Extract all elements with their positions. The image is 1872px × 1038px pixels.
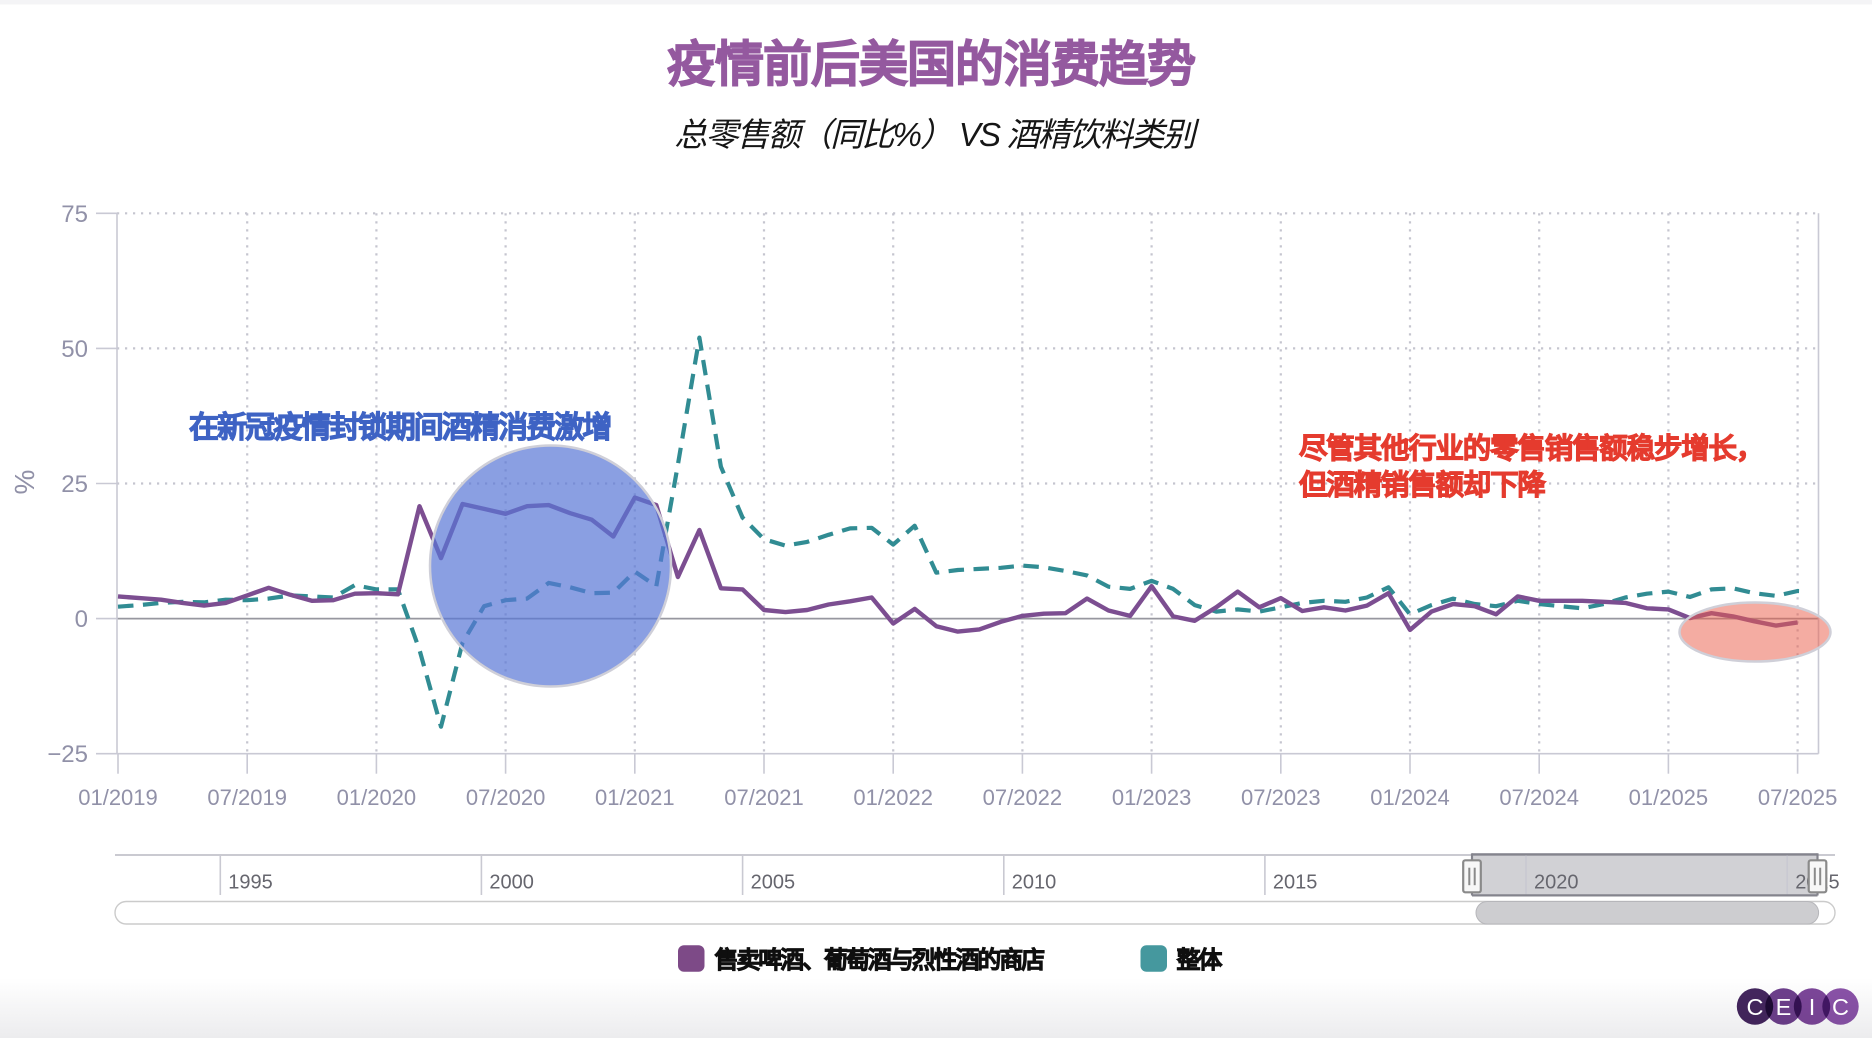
svg-text:I: I: [1809, 994, 1816, 1020]
svg-text:01/2024: 01/2024: [1370, 785, 1450, 810]
svg-text:01/2019: 01/2019: [78, 785, 158, 810]
svg-text:2010: 2010: [1012, 872, 1057, 894]
svg-text:01/2025: 01/2025: [1629, 785, 1709, 810]
svg-text:75: 75: [61, 201, 88, 228]
svg-text:07/2025: 07/2025: [1758, 785, 1838, 810]
svg-text:E: E: [1776, 994, 1792, 1020]
svg-text:07/2023: 07/2023: [1241, 785, 1321, 810]
svg-text:2015: 2015: [1273, 872, 1318, 894]
svg-text:0: 0: [75, 606, 88, 633]
svg-text:1995: 1995: [228, 872, 272, 894]
svg-text:01/2023: 01/2023: [1112, 785, 1192, 810]
svg-text:2005: 2005: [751, 872, 796, 894]
svg-text:疫情前后美国的消费趋势: 疫情前后美国的消费趋势: [667, 38, 1195, 92]
svg-text:07/2024: 07/2024: [1499, 785, 1579, 810]
svg-text:售卖啤酒、葡萄酒与烈性酒的商店: 售卖啤酒、葡萄酒与烈性酒的商店: [715, 946, 1046, 974]
svg-text:50: 50: [61, 336, 88, 363]
svg-text:07/2022: 07/2022: [983, 785, 1063, 810]
svg-text:25: 25: [61, 471, 88, 498]
svg-text:−25: −25: [47, 741, 88, 768]
svg-text:07/2019: 07/2019: [207, 785, 287, 810]
svg-text:C: C: [1832, 994, 1849, 1020]
svg-text:01/2021: 01/2021: [595, 785, 675, 810]
svg-text:07/2021: 07/2021: [724, 785, 804, 810]
svg-text:C: C: [1747, 994, 1764, 1020]
svg-text:%: %: [9, 470, 40, 495]
svg-text:2020: 2020: [1534, 872, 1579, 894]
svg-text:01/2020: 01/2020: [337, 785, 417, 810]
svg-text:总零售额（同比%） VS 酒精饮料类别: 总零售额（同比%） VS 酒精饮料类别: [674, 116, 1199, 153]
svg-text:尽管其他行业的零售销售额稳步增长，: 尽管其他行业的零售销售额稳步增长，: [1299, 432, 1763, 465]
svg-text:在新冠疫情封锁期间酒精消费激增: 在新冠疫情封锁期间酒精消费激增: [189, 411, 611, 445]
svg-text:整体: 整体: [1177, 947, 1224, 974]
svg-text:但酒精销售额却下降: 但酒精销售额却下降: [1299, 470, 1546, 502]
svg-text:2000: 2000: [489, 872, 534, 894]
svg-text:07/2020: 07/2020: [466, 785, 546, 810]
svg-text:01/2022: 01/2022: [853, 785, 933, 810]
